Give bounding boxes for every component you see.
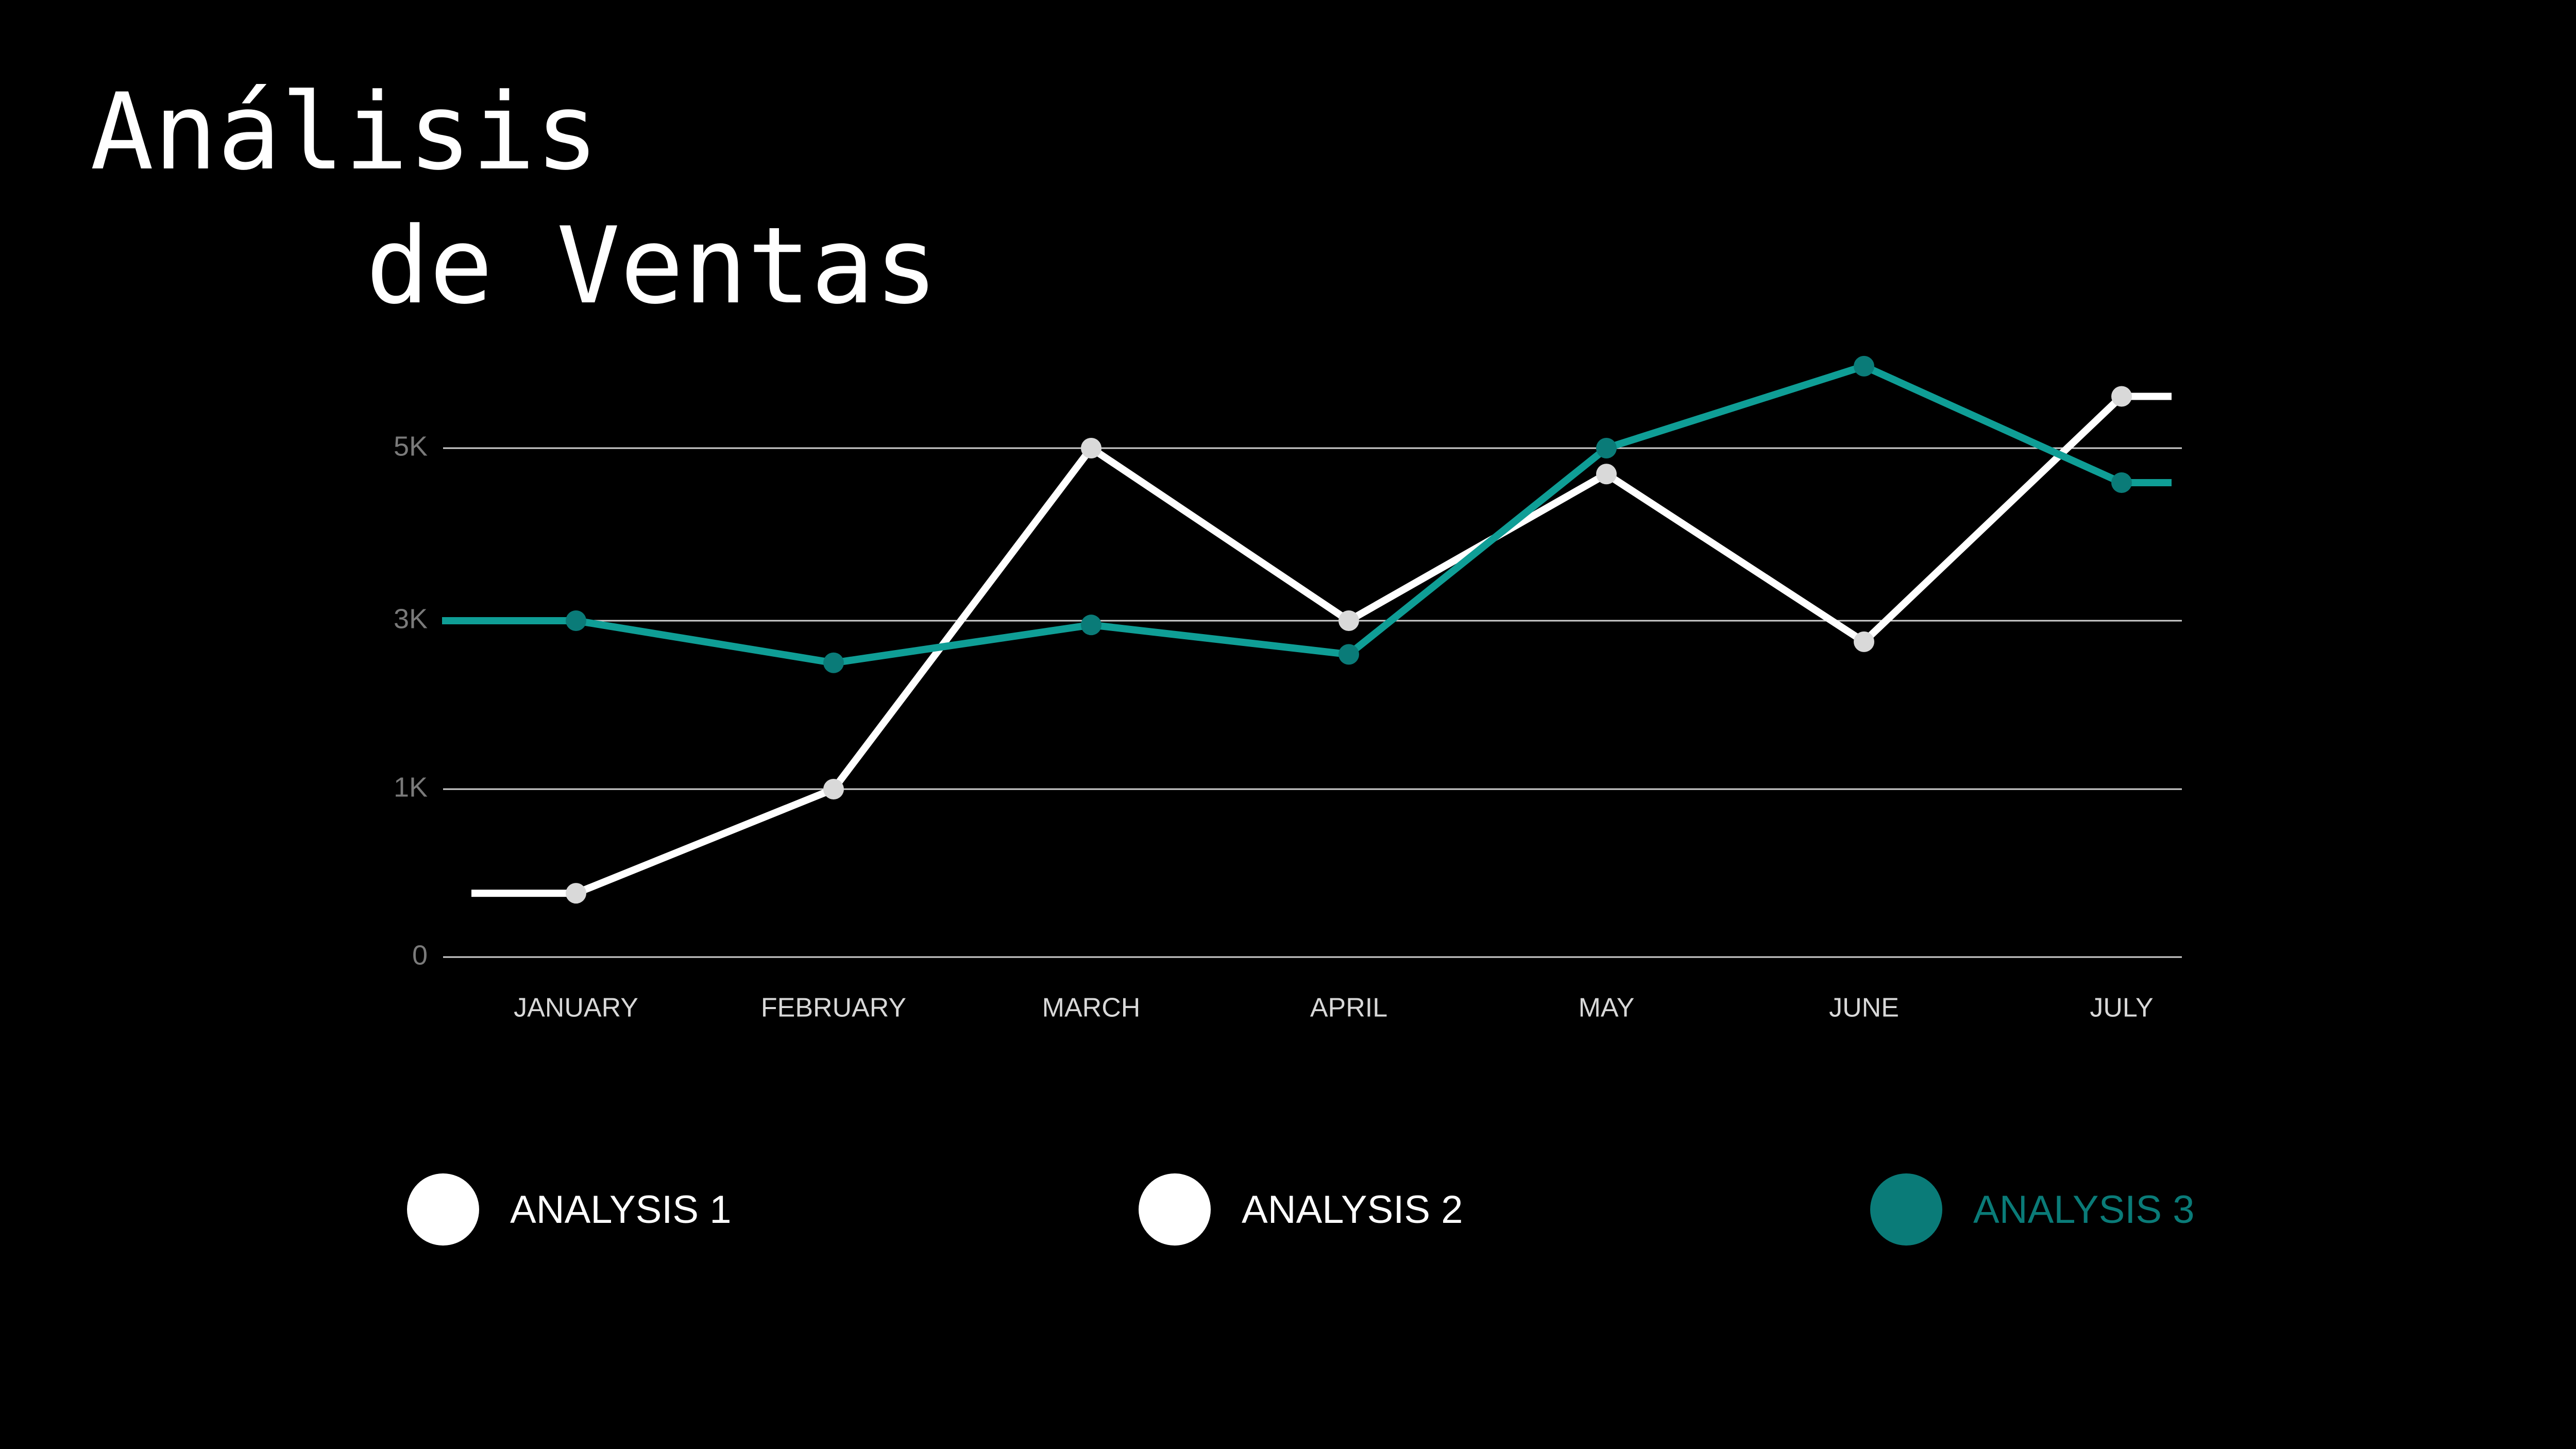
data-point — [823, 652, 844, 673]
y-tick-label: 1K — [394, 772, 428, 803]
legend-item-analysis-2: ANALYSIS 2 — [1139, 1173, 1463, 1246]
y-tick-label: 5K — [394, 431, 428, 462]
y-axis-ticks: 0 1K 3K 5K — [394, 431, 428, 970]
series-line — [442, 362, 2172, 667]
x-tick-label: JUNE — [1829, 993, 1899, 1023]
data-point — [1596, 464, 1617, 485]
y-tick-label: 0 — [412, 940, 428, 970]
data-point — [1081, 438, 1101, 458]
x-tick-label: APRIL — [1310, 993, 1387, 1023]
data-point — [1338, 644, 1359, 665]
legend-swatch-analysis-2 — [1139, 1173, 1211, 1246]
x-tick-label: MARCH — [1042, 993, 1141, 1023]
data-point — [1081, 615, 1101, 636]
data-point — [1338, 610, 1359, 631]
chart-title-line-1: Análisis — [90, 71, 599, 194]
series-analysis-1 — [471, 386, 2172, 904]
legend-item-analysis-3: ANALYSIS 3 — [1870, 1173, 2194, 1246]
series-analysis-3 — [442, 355, 2172, 673]
legend-label-analysis-3: ANALYSIS 3 — [1973, 1187, 2195, 1232]
data-point — [823, 779, 844, 799]
data-point — [566, 883, 586, 904]
x-tick-label: JULY — [2090, 993, 2153, 1023]
x-tick-label: FEBRUARY — [761, 993, 906, 1023]
x-axis-ticks: JANUARY FEBRUARY MARCH APRIL MAY JUNE JULY — [514, 993, 2154, 1023]
data-point — [2111, 386, 2132, 407]
x-tick-label: JANUARY — [514, 993, 638, 1023]
data-point — [1596, 438, 1617, 458]
legend-swatch-analysis-3 — [1870, 1173, 1942, 1246]
legend-item-analysis-1: ANALYSIS 1 — [407, 1173, 731, 1246]
data-point — [2111, 472, 2132, 493]
data-point — [1854, 631, 1874, 652]
legend-label-analysis-1: ANALYSIS 1 — [510, 1187, 732, 1232]
chart-gridlines — [443, 447, 2182, 958]
legend-label-analysis-2: ANALYSIS 2 — [1242, 1187, 1463, 1232]
data-point — [566, 610, 586, 631]
chart-title-line-2: de Ventas — [366, 205, 938, 328]
y-tick-label: 3K — [394, 603, 428, 634]
chart-series — [442, 355, 2172, 904]
legend-swatch-analysis-1 — [407, 1173, 479, 1246]
data-point — [1854, 355, 1874, 377]
x-tick-label: MAY — [1579, 993, 1635, 1023]
